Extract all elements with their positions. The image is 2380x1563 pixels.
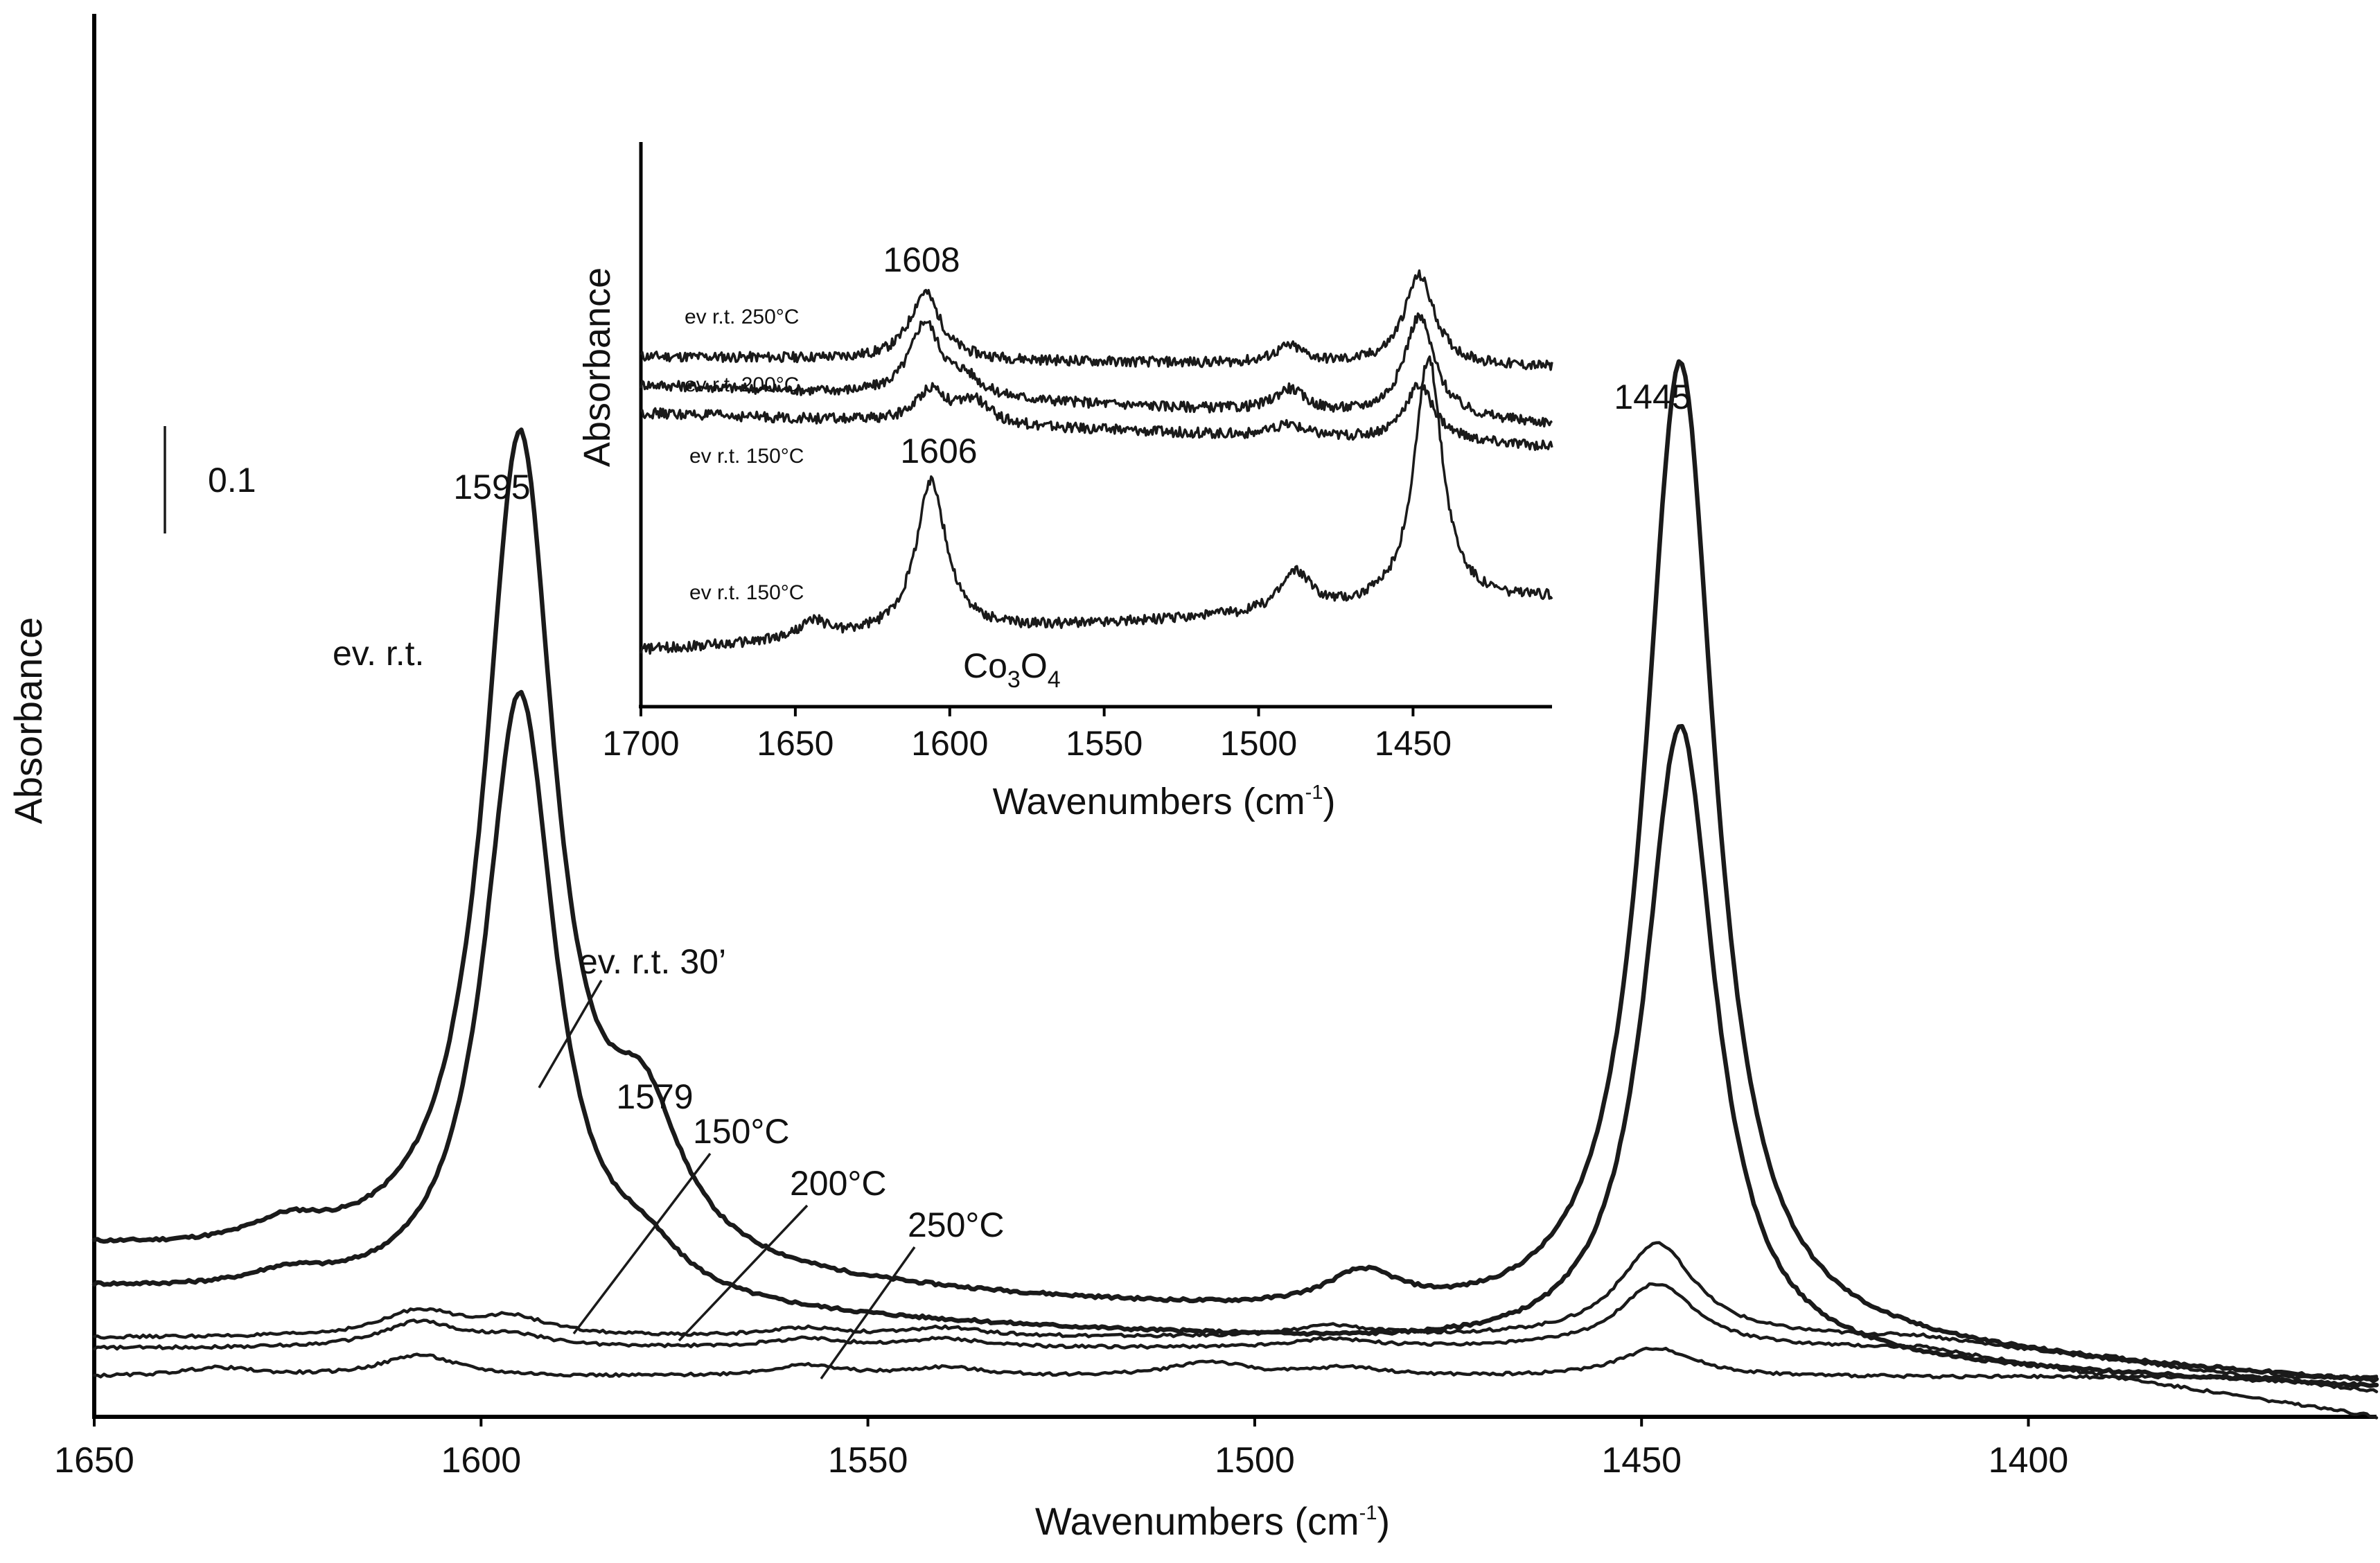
- main-x-tick-label-1600: 1600: [441, 1440, 521, 1481]
- main-x-tick-label-1450: 1450: [1601, 1440, 1682, 1481]
- inset-x-tick-label-1550: 1550: [1066, 724, 1143, 763]
- inset-x-tick-label-1600: 1600: [911, 724, 988, 763]
- peak-label-1445: 1445: [1614, 378, 1691, 416]
- inset-traces: [640, 269, 1553, 655]
- main-x-ticks: 1650 1600 1550 1500 1450 1400: [54, 1417, 2068, 1481]
- inset-curve-label-200: ev r.t. 200°C: [685, 373, 799, 396]
- curve-label-200: 200°C: [790, 1164, 887, 1203]
- curve-label-ev-rt-30: ev. r.t. 30’: [579, 942, 726, 981]
- main-traces: [91, 359, 2379, 1420]
- main-x-axis-label: Wavenumbers (cm-1): [1035, 1499, 1390, 1543]
- curve-label-250: 250°C: [908, 1206, 1005, 1244]
- inset-x-tick-label-1650: 1650: [757, 724, 834, 763]
- inset-series-3: [640, 382, 1553, 451]
- inset-curve-label-150b: ev r.t. 150°C: [689, 581, 804, 604]
- curve-label-150: 150°C: [693, 1112, 790, 1151]
- peak-label-1579: 1579: [616, 1077, 693, 1116]
- inset-x-tick-label-1500: 1500: [1220, 724, 1297, 763]
- leader-150: [572, 1152, 712, 1335]
- main-series-4: [92, 1282, 2379, 1420]
- inset-sample-label: Co3O4: [963, 646, 1061, 693]
- main-x-tick-label-1550: 1550: [828, 1440, 908, 1481]
- leader-200: [678, 1204, 809, 1342]
- inset-x-ticks: 1700 1650 1600 1550 1500 1450: [602, 707, 1452, 763]
- inset-x-axis-label: Wavenumbers (cm-1): [993, 781, 1336, 822]
- inset-series-1: [640, 269, 1553, 371]
- inset-peak-label-1608: 1608: [883, 240, 960, 279]
- main-series-3: [92, 1241, 2379, 1393]
- main-y-axis-label: Absorbance: [6, 617, 50, 824]
- main-x-tick-label-1400: 1400: [1989, 1440, 2069, 1481]
- scale-bar-label: 0.1: [208, 461, 256, 500]
- peak-label-1595: 1595: [453, 468, 530, 506]
- main-x-tick-label-1500: 1500: [1215, 1440, 1295, 1481]
- main-x-tick-label-1650: 1650: [54, 1440, 134, 1481]
- main-series-1: [91, 359, 2379, 1384]
- leader-ev-rt-30: [538, 980, 603, 1088]
- main-series-5: [92, 1346, 2379, 1380]
- inset-chart: 1700 1650 1600 1550 1500 1450 Absorbance Wave…: [576, 142, 1553, 822]
- inset-x-tick-label-1450: 1450: [1375, 724, 1452, 763]
- curve-label-ev-rt: ev. r.t.: [333, 634, 424, 673]
- leader-250: [820, 1246, 916, 1380]
- inset-x-tick-label-1700: 1700: [602, 724, 679, 763]
- inset-series-2: [640, 312, 1553, 428]
- inset-curve-label-250: ev r.t. 250°C: [685, 306, 799, 328]
- inset-y-axis-label: Absorbance: [576, 267, 618, 467]
- inset-curve-label-150a: ev r.t. 150°C: [689, 445, 804, 468]
- inset-series-4: [640, 355, 1553, 655]
- inset-peak-label-1606: 1606: [900, 432, 977, 470]
